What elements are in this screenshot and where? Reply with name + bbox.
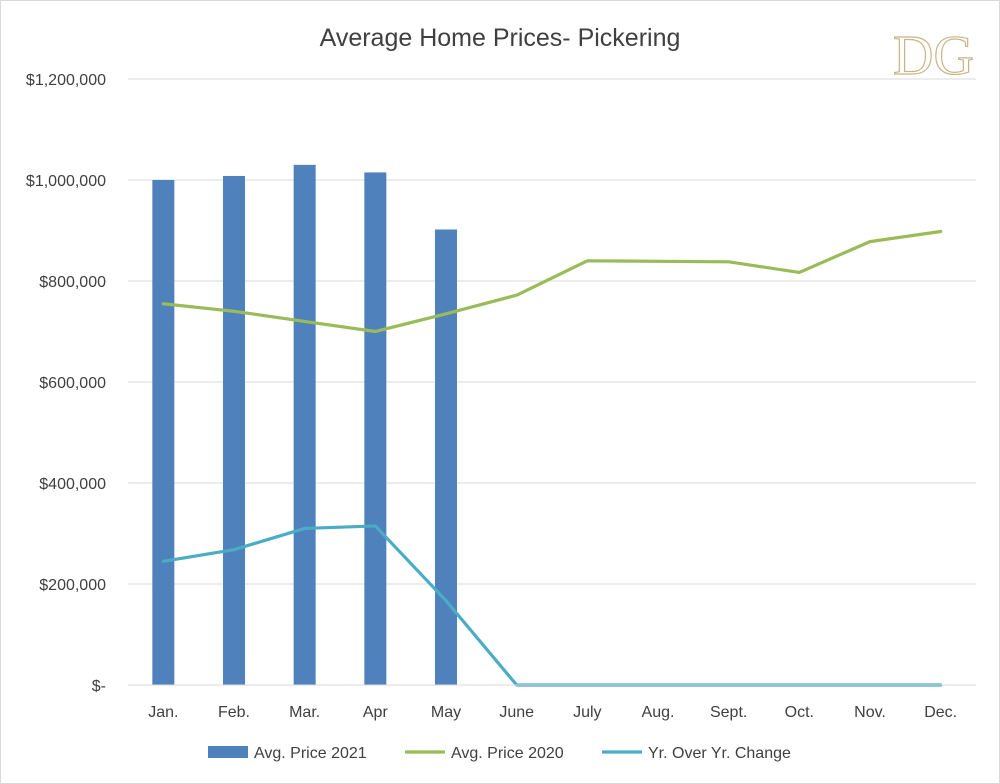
x-tick-label: Apr [363,704,389,721]
x-tick-label: Aug. [642,704,675,721]
line-series [161,229,943,687]
y-tick-label: $- [92,678,106,695]
x-tick-label: Nov. [854,704,886,721]
series-line [161,229,943,334]
y-tick-label: $1,200,000 [26,72,106,89]
x-tick-label: Sept. [710,704,747,721]
x-tick-label: May [431,704,461,721]
x-tick-label: July [573,704,601,721]
y-axis: $- $200,000 $400,000 $600,000 $800,000 $1,000… [26,72,106,695]
bar [293,164,316,686]
bar [223,175,245,685]
bar [152,180,175,685]
bar [435,229,457,686]
dg-logo: DG [892,24,974,87]
x-tick-label: Dec. [924,704,957,721]
legend: Avg. Price 2021 Avg. Price 2020 Yr. Over Y… [208,745,791,762]
legend-label: Avg. Price 2020 [451,745,564,762]
dg-logo-text: DG [893,25,974,87]
legend-label: Yr. Over Yr. Change [648,745,791,762]
bar-series [152,164,457,686]
chart-title: Average Home Prices- Pickering [320,24,681,52]
y-tick-label: $1,000,000 [26,173,106,190]
y-tick-label: $800,000 [39,274,106,291]
legend-label: Avg. Price 2021 [254,745,367,762]
x-tick-label: Feb. [218,704,250,721]
y-tick-label: $600,000 [39,375,106,392]
series-line [161,524,943,687]
legend-swatch [208,746,248,758]
x-tick-label: Mar. [289,704,320,721]
x-tick-label: Jan. [148,704,178,721]
y-tick-label: $200,000 [39,577,106,594]
bar [364,172,387,686]
x-tick-label: Oct. [785,704,814,721]
x-tick-label: June [499,704,534,721]
x-axis: Jan. Feb. Mar. Apr May June July Aug. Sept. Oct. N… [128,684,976,721]
gridlines [128,78,976,686]
y-tick-label: $400,000 [39,476,106,493]
